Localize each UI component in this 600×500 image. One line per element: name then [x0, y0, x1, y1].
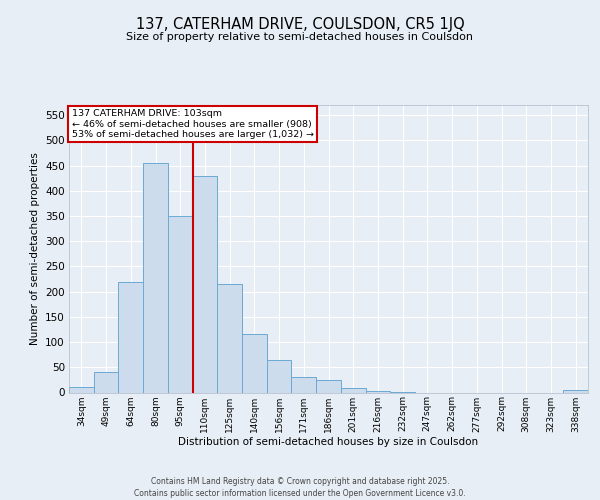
Bar — [168, 216, 193, 392]
Bar — [217, 284, 242, 393]
Bar — [69, 388, 94, 392]
Bar — [118, 282, 143, 393]
Text: 137, CATERHAM DRIVE, COULSDON, CR5 1JQ: 137, CATERHAM DRIVE, COULSDON, CR5 1JQ — [136, 18, 464, 32]
Bar — [292, 378, 316, 392]
Y-axis label: Number of semi-detached properties: Number of semi-detached properties — [29, 152, 40, 345]
X-axis label: Distribution of semi-detached houses by size in Coulsdon: Distribution of semi-detached houses by … — [178, 437, 479, 447]
Bar — [563, 390, 588, 392]
Bar — [193, 176, 217, 392]
Bar — [143, 163, 168, 392]
Bar — [267, 360, 292, 392]
Bar — [94, 372, 118, 392]
Text: 137 CATERHAM DRIVE: 103sqm
← 46% of semi-detached houses are smaller (908)
53% o: 137 CATERHAM DRIVE: 103sqm ← 46% of semi… — [71, 110, 314, 139]
Bar — [316, 380, 341, 392]
Text: Contains HM Land Registry data © Crown copyright and database right 2025.
Contai: Contains HM Land Registry data © Crown c… — [134, 476, 466, 498]
Bar — [365, 391, 390, 392]
Bar — [341, 388, 365, 392]
Bar — [242, 334, 267, 392]
Text: Size of property relative to semi-detached houses in Coulsdon: Size of property relative to semi-detach… — [127, 32, 473, 42]
